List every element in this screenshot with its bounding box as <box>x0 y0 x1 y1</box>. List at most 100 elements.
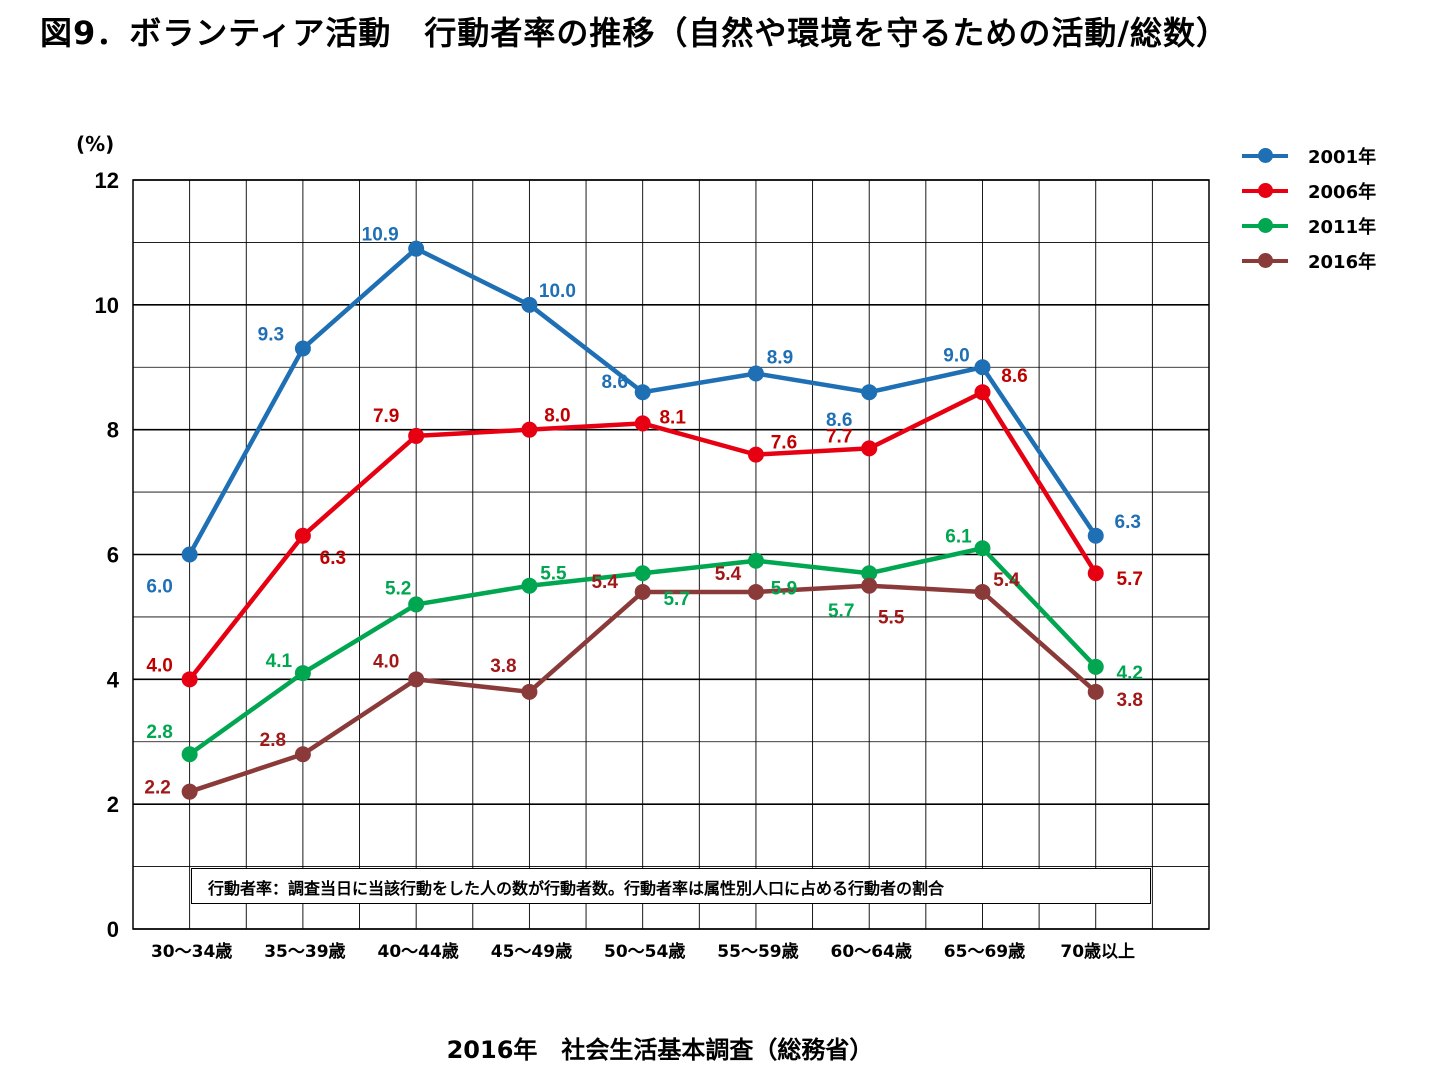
data-label: 4.2 <box>1117 663 1143 684</box>
data-label: 2.8 <box>146 722 172 743</box>
data-point <box>747 583 764 600</box>
data-label: 10.0 <box>539 281 576 302</box>
data-label: 5.9 <box>771 579 797 600</box>
data-label: 5.2 <box>385 578 411 599</box>
data-point <box>861 577 878 594</box>
y-tick-label: 6 <box>107 543 119 568</box>
y-tick-label: 4 <box>107 667 120 692</box>
data-point <box>861 440 878 457</box>
data-point <box>1087 683 1104 700</box>
data-label: 8.6 <box>601 372 627 393</box>
legend-line <box>1242 252 1288 268</box>
data-label: 5.7 <box>663 589 689 610</box>
data-point <box>634 415 651 432</box>
data-label: 6.0 <box>146 577 172 598</box>
data-label: 5.7 <box>828 601 854 622</box>
data-label: 9.3 <box>258 325 284 346</box>
y-tick-label: 0 <box>107 917 119 942</box>
data-label: 5.5 <box>540 564 567 585</box>
x-tick-label: 70歳以上 <box>1060 941 1135 962</box>
definition-note: 行動者率：調査当日に当該行動をした人の数が行動者数。行動者率は属性別人口に占める… <box>191 868 1151 904</box>
data-label: 5.4 <box>715 564 742 585</box>
data-point <box>408 596 425 613</box>
data-label: 4.1 <box>266 651 293 672</box>
data-label: 6.1 <box>945 526 972 547</box>
x-tick-label: 50～54歳 <box>604 941 685 962</box>
data-point <box>521 421 538 438</box>
data-label: 8.0 <box>544 406 570 427</box>
data-label: 3.8 <box>1117 690 1143 711</box>
legend-item: 2001年 <box>1242 138 1376 173</box>
data-label: 2.2 <box>144 778 170 799</box>
data-point <box>521 296 538 313</box>
data-point <box>974 359 991 376</box>
chart-legend: 2001年 2006年 2011年 2016年 <box>1242 138 1376 278</box>
data-point <box>408 671 425 688</box>
data-label: 5.4 <box>993 570 1020 591</box>
data-label: 7.7 <box>826 426 852 447</box>
data-point <box>181 746 198 763</box>
y-tick-label: 12 <box>95 168 119 193</box>
legend-label: 2011年 <box>1308 216 1377 238</box>
data-point <box>747 446 764 463</box>
data-point <box>294 340 311 357</box>
data-point <box>1087 527 1104 544</box>
data-point <box>1087 565 1104 582</box>
data-label: 6.3 <box>320 548 346 569</box>
data-point <box>521 683 538 700</box>
x-tick-label: 65～69歳 <box>944 941 1025 962</box>
data-point <box>861 384 878 401</box>
data-label: 3.8 <box>490 656 516 677</box>
data-point <box>521 577 538 594</box>
y-tick-label: 8 <box>107 418 119 443</box>
data-point <box>861 565 878 582</box>
x-tick-label: 45～49歳 <box>491 941 572 962</box>
data-point <box>634 583 651 600</box>
legend-marker <box>1258 147 1273 163</box>
legend-marker <box>1258 252 1273 268</box>
data-label: 7.9 <box>373 406 399 427</box>
legend-item: 2006年 <box>1242 173 1376 208</box>
legend-marker <box>1258 217 1273 233</box>
data-point <box>634 384 651 401</box>
data-label: 4.0 <box>373 651 399 672</box>
data-point <box>181 783 198 800</box>
source-caption: 2016年 社会生活基本調査（総務省） <box>446 1036 874 1064</box>
legend-line <box>1242 182 1288 198</box>
data-point <box>974 384 991 401</box>
data-label: 5.5 <box>878 608 905 629</box>
data-label: 5.7 <box>1117 569 1143 590</box>
x-tick-label: 30～34歳 <box>151 941 232 962</box>
legend-label: 2001年 <box>1308 146 1377 168</box>
legend-item: 2016年 <box>1242 243 1376 278</box>
data-label: 8.6 <box>1001 366 1027 387</box>
data-point <box>974 583 991 600</box>
data-point <box>747 552 764 569</box>
data-point <box>181 546 198 563</box>
x-tick-label: 35～39歳 <box>264 941 345 962</box>
data-label: 9.0 <box>943 345 969 366</box>
x-tick-label: 55～59歳 <box>717 941 798 962</box>
data-label: 7.6 <box>771 433 797 454</box>
data-label: 8.1 <box>659 407 686 428</box>
data-point <box>181 671 198 688</box>
legend-label: 2016年 <box>1308 251 1377 273</box>
data-label: 8.9 <box>767 347 793 368</box>
legend-item: 2011年 <box>1242 208 1376 243</box>
legend-line <box>1242 147 1288 163</box>
x-tick-label: 60～64歳 <box>831 941 912 962</box>
data-label: 5.4 <box>591 572 618 593</box>
data-point <box>1087 658 1104 675</box>
y-tick-label: 2 <box>107 792 119 817</box>
y-axis-unit: (%) <box>76 132 115 156</box>
legend-marker <box>1258 182 1273 198</box>
legend-line <box>1242 217 1288 233</box>
data-label: 10.9 <box>362 225 399 246</box>
data-point <box>294 746 311 763</box>
chart-title: 図9．ボランティア活動 行動者率の推移（自然や環境を守るための活動/総数） <box>40 14 1230 52</box>
y-tick-label: 10 <box>95 293 119 318</box>
data-point <box>408 240 425 257</box>
data-label: 4.0 <box>146 655 172 676</box>
legend-label: 2006年 <box>1308 181 1377 203</box>
